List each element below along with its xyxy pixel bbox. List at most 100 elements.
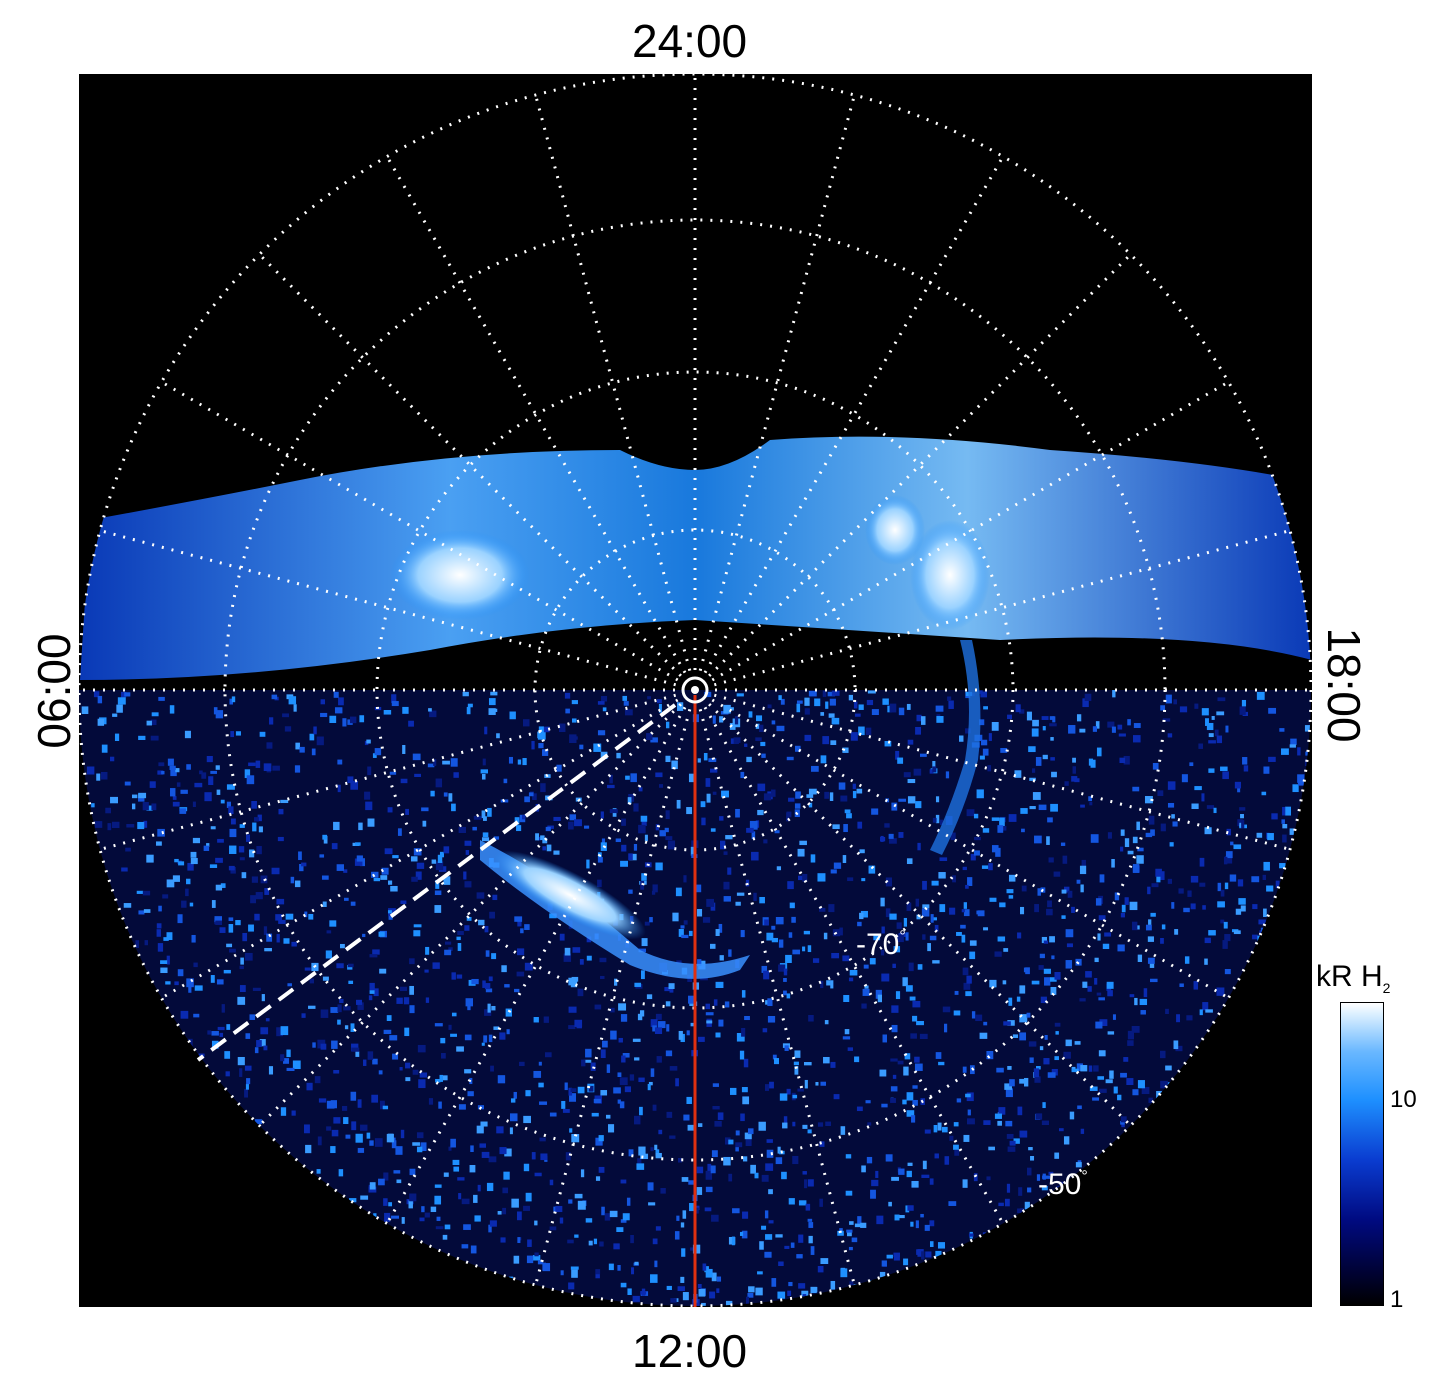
noise-speckle — [542, 1263, 551, 1272]
noise-speckle — [947, 696, 952, 701]
noise-speckle — [501, 965, 507, 973]
noise-speckle — [1096, 992, 1102, 996]
noise-speckle — [488, 698, 496, 706]
noise-speckle — [646, 994, 653, 1000]
noise-speckle — [888, 1201, 892, 1207]
noise-speckle — [824, 791, 830, 799]
noise-speckle — [689, 1203, 697, 1212]
noise-speckle — [784, 1045, 789, 1051]
noise-speckle — [563, 953, 572, 962]
noise-speckle — [194, 782, 203, 788]
noise-speckle — [434, 1023, 443, 1027]
noise-speckle — [1007, 714, 1012, 720]
noise-speckle — [632, 1295, 640, 1302]
noise-speckle — [349, 1198, 357, 1203]
noise-speckle — [1028, 1147, 1033, 1151]
noise-speckle — [206, 756, 213, 763]
noise-speckle — [997, 936, 1006, 942]
noise-speckle — [166, 879, 175, 888]
noise-speckle — [1281, 748, 1289, 755]
noise-speckle — [432, 962, 440, 969]
noise-speckle — [903, 1066, 909, 1076]
noise-speckle — [1025, 967, 1030, 975]
noise-speckle — [783, 1116, 788, 1125]
noise-speckle — [264, 948, 272, 952]
noise-speckle — [165, 981, 171, 985]
noise-speckle — [861, 1003, 867, 1009]
noise-speckle — [768, 1189, 773, 1195]
noise-speckle — [1019, 1078, 1027, 1084]
noise-speckle — [757, 783, 766, 792]
noise-speckle — [1149, 962, 1155, 968]
noise-speckle — [875, 1170, 879, 1178]
noise-speckle — [1117, 1094, 1122, 1101]
noise-speckle — [802, 1124, 808, 1129]
noise-speckle — [971, 1011, 976, 1019]
noise-speckle — [606, 1064, 611, 1073]
noise-speckle — [461, 1198, 470, 1205]
noise-speckle — [793, 1061, 799, 1066]
noise-speckle — [631, 1267, 635, 1275]
noise-speckle — [1275, 880, 1280, 888]
noise-speckle — [1147, 957, 1155, 964]
noise-speckle — [623, 701, 629, 706]
noise-speckle — [368, 995, 373, 1001]
noise-speckle — [413, 924, 422, 928]
noise-speckle — [443, 876, 451, 885]
noise-speckle — [482, 816, 487, 821]
noise-speckle — [151, 803, 157, 811]
noise-speckle — [656, 1056, 662, 1063]
noise-speckle — [1175, 1045, 1183, 1052]
noise-speckle — [608, 1124, 615, 1133]
noise-speckle — [287, 983, 292, 987]
noise-speckle — [935, 796, 940, 803]
noise-speckle — [466, 706, 471, 715]
noise-speckle — [761, 1174, 769, 1182]
noise-speckle — [1266, 885, 1274, 892]
noise-speckle — [846, 813, 852, 819]
noise-speckle — [854, 1056, 860, 1063]
noise-speckle — [389, 771, 397, 775]
noise-speckle — [1075, 1162, 1082, 1168]
noise-speckle — [751, 831, 756, 840]
noise-speckle — [843, 824, 848, 833]
noise-speckle — [239, 1068, 243, 1077]
noise-speckle — [697, 959, 702, 967]
noise-speckle — [830, 1280, 836, 1290]
noise-speckle — [461, 1244, 469, 1249]
noise-speckle — [934, 924, 939, 932]
noise-speckle — [1035, 1113, 1043, 1120]
noise-speckle — [846, 1230, 852, 1237]
noise-speckle — [246, 1078, 251, 1085]
noise-speckle — [373, 877, 381, 882]
noise-speckle — [453, 772, 459, 778]
noise-speckle — [804, 1079, 808, 1089]
noise-speckle — [476, 892, 485, 899]
noise-speckle — [499, 1032, 506, 1040]
noise-speckle — [666, 1285, 672, 1290]
noise-speckle — [614, 978, 618, 986]
noise-speckle — [867, 690, 876, 694]
noise-speckle — [1034, 1076, 1041, 1083]
noise-speckle — [1220, 919, 1225, 924]
noise-speckle — [640, 880, 645, 890]
noise-speckle — [741, 1230, 748, 1239]
noise-speckle — [858, 704, 864, 710]
noise-speckle — [169, 705, 175, 714]
noise-speckle — [477, 1184, 481, 1192]
noise-speckle — [912, 1085, 918, 1089]
noise-speckle — [787, 1290, 792, 1296]
noise-speckle — [246, 775, 255, 785]
noise-speckle — [701, 817, 706, 826]
noise-speckle — [622, 1213, 630, 1221]
noise-speckle — [1018, 1187, 1023, 1196]
noise-speckle — [255, 760, 261, 768]
noise-speckle — [1016, 996, 1021, 1002]
noise-speckle — [912, 1000, 921, 1008]
noise-speckle — [1042, 1175, 1051, 1179]
noise-speckle — [400, 778, 408, 784]
noise-speckle — [719, 955, 724, 961]
noise-speckle — [569, 1128, 573, 1133]
noise-speckle — [808, 802, 813, 808]
noise-speckle — [464, 881, 472, 888]
